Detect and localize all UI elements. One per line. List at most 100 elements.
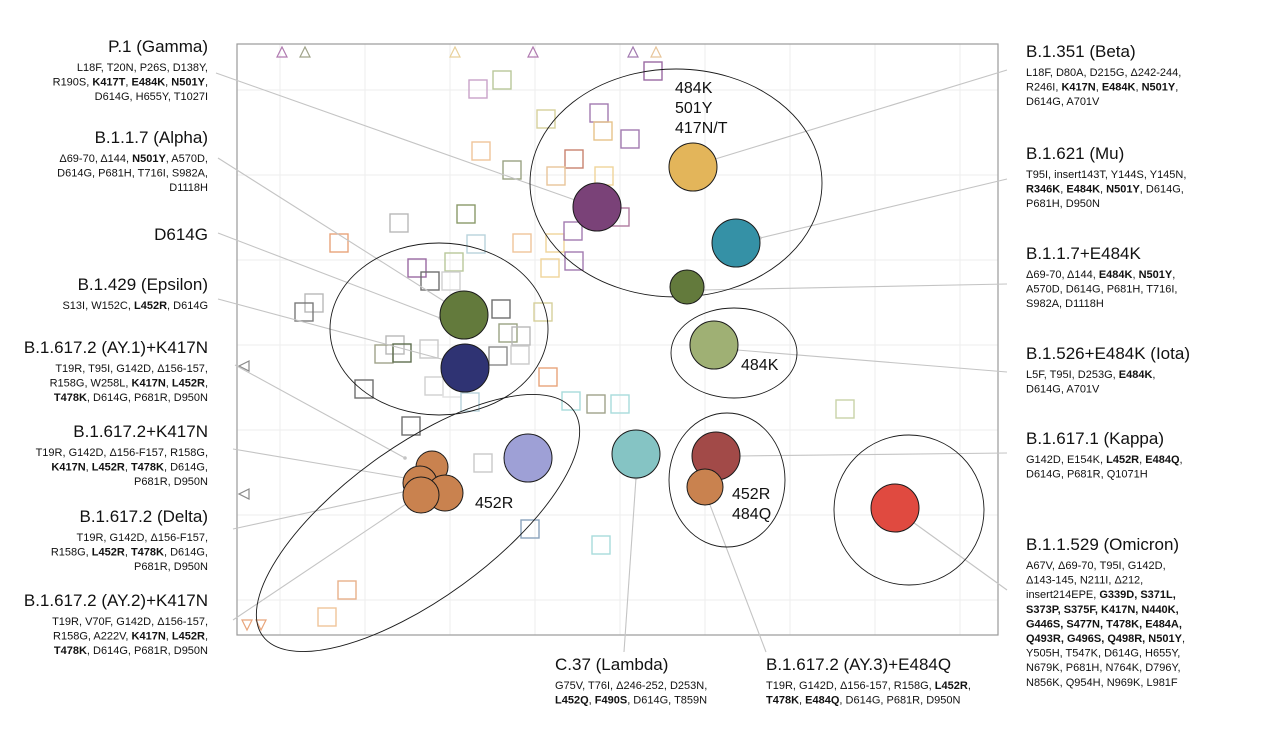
variant-mutations-line: S13I, W152C, L452R, D614G (62, 300, 208, 312)
leader-line (232, 448, 406, 479)
background-square-icon (564, 149, 584, 169)
edge-triangle-icon (237, 360, 250, 372)
variant-label-gamma: P.1 (Gamma) L18F, T20N, P26S, D138Y, R190S… (53, 37, 208, 103)
variant-mutations-line: D614G, P681R, Q1071H (1026, 469, 1148, 481)
variant-circle-delta-d (402, 476, 440, 514)
background-square-icon (354, 379, 374, 399)
plot-grid (236, 43, 999, 636)
leader-line (232, 499, 413, 621)
variant-mutations-line: T95I, insert143T, Y144S, Y145N, (1026, 169, 1186, 181)
variant-label-ay2: B.1.617.2 (AY.2)+K417N T19R, V70F, G142D,… (24, 591, 208, 657)
background-square-icon (407, 258, 427, 278)
background-square-icon (546, 166, 566, 186)
variant-mutations-line: T19R, V70F, G142D, Δ156-157, (52, 616, 208, 628)
cluster-ellipse (329, 242, 549, 416)
leader-line (736, 349, 1008, 373)
variant-title: B.1.1.7 (Alpha) (95, 128, 208, 147)
background-square-icon (444, 252, 464, 272)
cluster-ellipse (670, 307, 798, 399)
leader-line (706, 496, 767, 653)
variant-mutations-line: P681R, D950N (134, 561, 208, 573)
background-square-icon (520, 519, 540, 539)
background-square-icon (594, 166, 614, 186)
edge-triangle-icon (255, 619, 267, 632)
background-square-icon (498, 323, 518, 343)
variant-mutations-line: D614G, A701V (1026, 96, 1100, 108)
background-square-icon (471, 141, 491, 161)
variant-circle-ay3 (686, 468, 724, 506)
leader-arrow-icon (403, 456, 407, 460)
plot-frame (236, 43, 999, 636)
background-square-icon (317, 607, 337, 627)
leader-line (759, 178, 1008, 239)
leader-line (217, 298, 446, 361)
variant-mutations-line: Δ69-70, Δ144, N501Y, A570D, (59, 153, 208, 165)
variant-labels: P.1 (Gamma) L18F, T20N, P26S, D138Y, R190S… (24, 37, 1190, 707)
variant-circle-epsilon (440, 343, 490, 393)
background-square-icon (511, 326, 531, 346)
variant-circle-b1617-l (503, 433, 553, 483)
variant-mutations-line: K417N, L452R, T478K, D614G, (51, 462, 208, 474)
cluster-label-c452r484q: 484Q (732, 506, 771, 523)
variant-title: B.1.617.2 (AY.2)+K417N (24, 591, 208, 610)
cluster-label-c484k501y: 417N/T (675, 120, 728, 137)
background-square-icon (540, 258, 560, 278)
variant-circle-gamma (572, 182, 622, 232)
variant-mutations-line: R190S, K417T, E484K, N501Y, (53, 77, 208, 89)
variant-title: B.1.526+E484K (Iota) (1026, 344, 1190, 363)
variant-mutations-line: G75V, T76I, Δ246-252, D253N, (555, 680, 707, 692)
variant-mutations-line: insert214EPE, G339D, S371L, (1026, 589, 1176, 601)
variant-label-d614g: D614G (154, 225, 208, 244)
background-square-icon (468, 79, 488, 99)
background-square-icon (533, 302, 553, 322)
variant-title: B.1.1.529 (Omicron) (1026, 535, 1179, 554)
variant-label-epsilon: B.1.429 (Epsilon) S13I, W152C, L452R, D61… (62, 275, 208, 312)
variant-mutations-line: N679K, P681H, N764K, D796Y, (1026, 662, 1181, 674)
variant-label-delta-k417n: B.1.617.2+K417N T19R, G142D, Δ156-F157, R… (36, 422, 208, 488)
variant-title: P.1 (Gamma) (108, 37, 208, 56)
variant-mutations-line: R158G, A222V, K417N, L452R, (53, 631, 208, 643)
cluster-label-c452r484q: 452R (732, 486, 770, 503)
variant-circles (402, 142, 920, 533)
variant-circle-alpha (439, 290, 489, 340)
variant-mutations-line: D614G, P681H, T716I, S982A, (57, 168, 208, 180)
background-square-icon (545, 233, 565, 253)
edge-triangle-icon (527, 45, 539, 58)
cluster-label-c484k501y: 501Y (675, 100, 713, 117)
background-square-icon (389, 213, 409, 233)
variant-title: B.1.617.2 (AY.3)+E484Q (766, 655, 951, 674)
background-square-icon (473, 453, 493, 473)
background-square-icon (510, 345, 530, 365)
leader-line (217, 232, 441, 319)
variant-label-mu: B.1.621 (Mu) T95I, insert143T, Y144S, Y14… (1026, 144, 1186, 210)
variant-mutations-line: D614G, A701V (1026, 384, 1100, 396)
leader-line (215, 72, 576, 201)
variant-circle-iota (689, 320, 739, 370)
variant-mutations-line: T19R, G142D, Δ156-157, R158G, L452R, (766, 680, 971, 692)
edge-triangle-icon (299, 45, 311, 58)
variant-title: B.1.1.7+E484K (1026, 244, 1142, 263)
background-squares (237, 45, 855, 632)
variant-mutations-line: R246I, K417N, E484K, N501Y, (1026, 82, 1178, 94)
background-square-icon (620, 129, 640, 149)
variant-circle-lambda (611, 429, 661, 479)
leader-line (217, 157, 451, 306)
background-square-icon (610, 394, 630, 414)
variant-mutations-line: R346K, E484K, N501Y, D614G, (1026, 184, 1184, 196)
background-square-icon (492, 70, 512, 90)
background-square-icon (401, 416, 421, 436)
background-square-icon (512, 233, 532, 253)
variant-label-delta: B.1.617.2 (Delta) T19R, G142D, Δ156-F157,… (51, 507, 208, 573)
edge-triangle-icon (237, 488, 250, 500)
cluster-label-c484k501y: 484K (675, 80, 713, 97)
leader-lines (215, 69, 1008, 653)
variant-label-lambda: C.37 (Lambda) G75V, T76I, Δ246-252, D253N… (555, 655, 707, 707)
variant-title: B.1.621 (Mu) (1026, 144, 1124, 163)
variant-mutations-line: Δ143-145, N211I, Δ212, (1026, 575, 1143, 587)
variant-mutations-line: L18F, T20N, P26S, D138Y, (77, 62, 208, 74)
variant-title: C.37 (Lambda) (555, 655, 668, 674)
variant-label-ay3: B.1.617.2 (AY.3)+E484Q T19R, G142D, Δ156-… (766, 655, 971, 707)
cluster-ellipse (833, 434, 985, 586)
background-square-icon (456, 204, 476, 224)
